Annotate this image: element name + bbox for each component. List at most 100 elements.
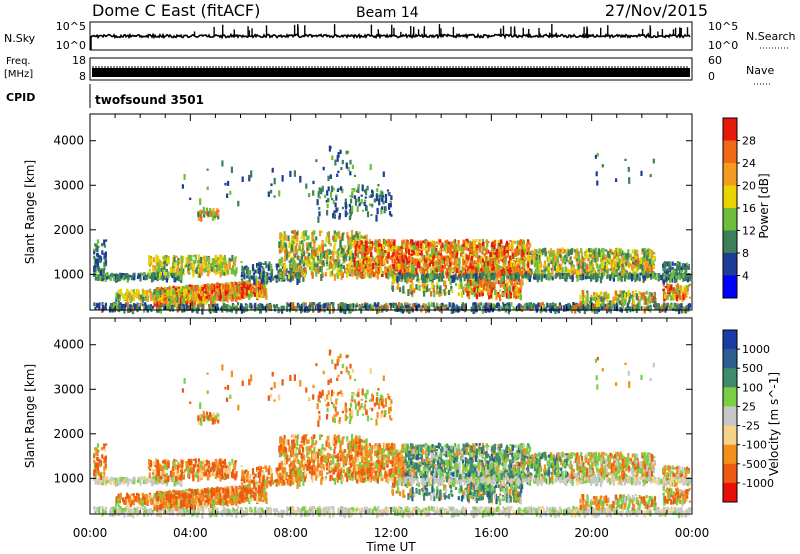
echo-cell (471, 251, 474, 257)
echo-cell (479, 280, 482, 283)
echo-cell (437, 306, 440, 309)
echo-cell (95, 262, 98, 266)
echo-cell (264, 275, 267, 282)
echo-cell (208, 270, 211, 274)
echo-cell (313, 242, 316, 250)
echo-cell (326, 232, 329, 237)
echo-cell (427, 261, 430, 265)
echo-cell (499, 283, 502, 288)
echo-cell (397, 302, 401, 308)
echo-cell (312, 264, 315, 271)
echo-cell (109, 274, 112, 281)
echo-cell (415, 302, 418, 305)
echo-cell (94, 306, 97, 311)
echo-cell (206, 283, 210, 288)
echo-cell (199, 291, 202, 296)
echo-cell (375, 214, 378, 222)
echo-cell (414, 246, 417, 251)
echo-cell (93, 249, 96, 255)
echo-cell (474, 303, 477, 307)
echo-cell (178, 304, 181, 310)
echo-cell (504, 263, 507, 270)
echo-cell (520, 306, 523, 312)
echo-cell (357, 186, 360, 194)
echo-cell (333, 214, 336, 219)
echo-cell (250, 286, 253, 293)
echo-cell (231, 287, 234, 293)
echo-cell (211, 213, 214, 221)
echo-cell (302, 260, 305, 264)
nsky-strip-frame (89, 21, 693, 51)
echo-cell (338, 213, 342, 218)
echo-cell (318, 196, 321, 199)
echo-cell (432, 253, 435, 258)
echo-cell (177, 261, 180, 268)
echo-cell (520, 284, 523, 290)
echo-cell (98, 255, 101, 260)
echo-cell (349, 215, 352, 219)
echo-cell (333, 230, 336, 234)
echo-cell (509, 240, 512, 243)
echo-cell (508, 263, 511, 267)
echo-cell (433, 291, 436, 298)
echo-cell (215, 211, 218, 218)
echo-cell (506, 282, 509, 289)
echo-cell (464, 268, 467, 276)
echo-cell (311, 247, 314, 251)
echo-cell (381, 263, 384, 267)
nsearch-label: N.Search (746, 30, 796, 43)
echo-cell (96, 252, 99, 256)
echo-cell (252, 276, 255, 281)
echo-cell (522, 239, 525, 242)
echo-cell (193, 298, 196, 306)
echo-cell (499, 276, 502, 279)
echo-cell (290, 303, 293, 309)
echo-cell (171, 262, 175, 270)
echo-cell (155, 289, 158, 292)
echo-cell (554, 307, 557, 314)
echo-cell (97, 275, 100, 281)
echo-cell (154, 272, 157, 277)
echo-cell (426, 257, 429, 261)
echo-cell (275, 263, 278, 268)
echo-cell (420, 249, 423, 256)
echo-cell (222, 257, 226, 261)
echo-cell (255, 277, 258, 281)
echo-cell (505, 246, 508, 250)
echo-cell (168, 306, 171, 310)
echo-cell (169, 289, 172, 296)
echo-cell (432, 256, 435, 263)
echo-cell (165, 254, 168, 259)
echo-cell (433, 285, 436, 289)
echo-cell (418, 268, 422, 272)
echo-cell (291, 238, 294, 242)
echo-cell (342, 265, 345, 270)
echo-cell (394, 251, 397, 259)
echo-cell (163, 255, 166, 260)
echo-cell (376, 243, 379, 247)
echo-cell (491, 303, 494, 308)
echo-cell (386, 305, 389, 311)
echo-cell (164, 272, 167, 276)
echo-cell (350, 269, 354, 274)
echo-cell (428, 278, 431, 283)
echo-cell (252, 272, 256, 276)
echo-cell (209, 296, 212, 301)
echo-cell (315, 304, 318, 307)
echo-cell (378, 306, 381, 308)
echo-cell (515, 266, 519, 270)
echo-cell (218, 283, 221, 289)
echo-cell (660, 305, 663, 313)
echo-cell (395, 278, 398, 281)
echo-cell (460, 246, 463, 252)
echo-cell (471, 292, 474, 295)
echo-cell (235, 296, 238, 302)
echo-cell (348, 203, 351, 208)
echo-cell (378, 259, 381, 267)
echo-cell (500, 251, 503, 258)
echo-cell (417, 278, 421, 284)
echo-cell (624, 269, 627, 273)
echo-cell (327, 197, 330, 203)
echo-cell (507, 293, 510, 300)
echo-cell (299, 305, 302, 310)
